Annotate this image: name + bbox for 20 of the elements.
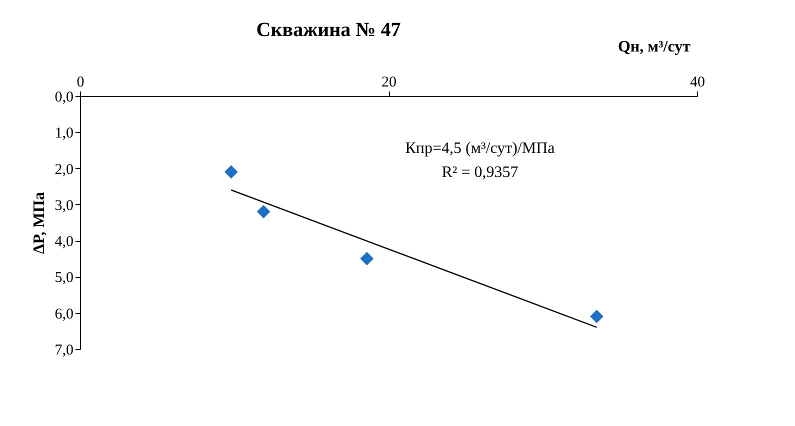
y-tick-label: 1,0 [54, 126, 74, 142]
point [590, 310, 604, 324]
point [360, 252, 374, 266]
y-tick-label: 2,0 [54, 162, 74, 178]
x-tick-label: 40 [690, 74, 705, 90]
annotation: R² = 0,9357 [442, 164, 518, 181]
y-tick-label: 5,0 [54, 270, 74, 286]
y-tick-label: 4,0 [54, 234, 74, 250]
y-axis-title: ΔP, МПа [30, 192, 48, 254]
y-tick-label: 6,0 [54, 306, 74, 322]
x-axis-title: Qн, м³/сут [618, 38, 691, 56]
x-tick-label: 0 [76, 74, 84, 90]
point [256, 204, 270, 218]
y-tick-label: 7,0 [54, 342, 74, 358]
annotation: Кпр=4,5 (м³/сут)/МПа [405, 140, 555, 157]
chart-title: Скважина № 47 [256, 19, 401, 41]
x-tick-label: 20 [382, 74, 396, 90]
y-tick-label: 3,0 [54, 198, 74, 214]
y-tick-label: 0,0 [54, 90, 74, 106]
point [224, 165, 238, 179]
